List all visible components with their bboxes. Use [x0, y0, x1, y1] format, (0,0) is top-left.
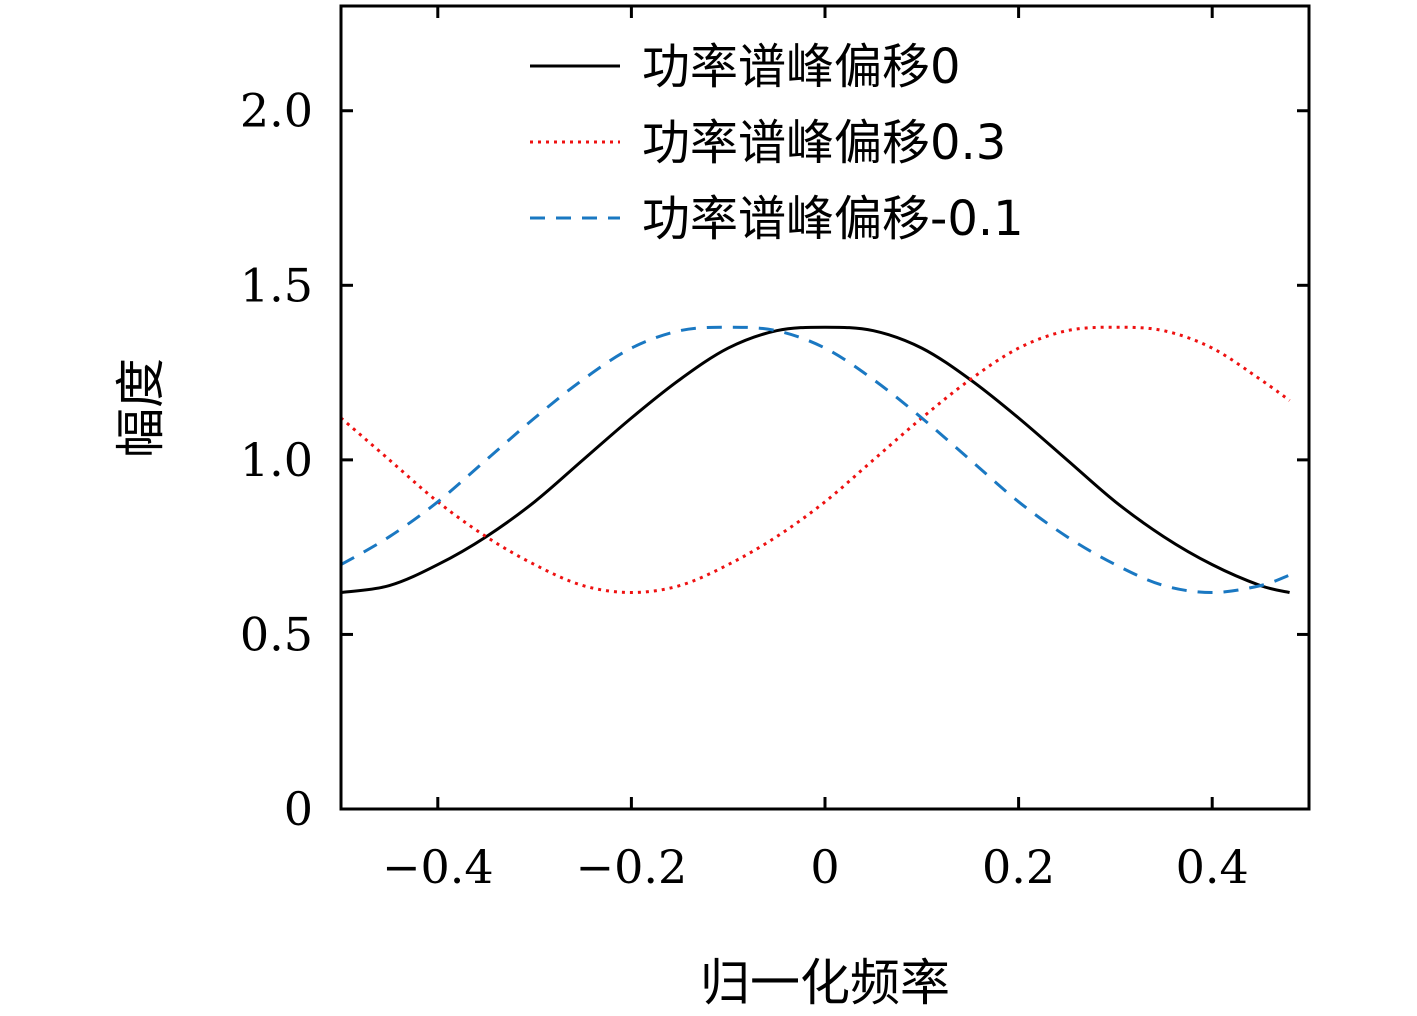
x-tick-label-0-4: −0.4: [382, 840, 494, 894]
curves-layer: [340, 325, 1291, 595]
legend: 功率谱峰偏移0 功率谱峰偏移0.3 功率谱峰偏移-0.1: [530, 39, 1024, 247]
y-tick-label-0: 0: [284, 782, 313, 836]
x-tick-label-0-4: 0.4: [1176, 840, 1249, 894]
legend-label-2: 功率谱峰偏移-0.1: [642, 191, 1024, 247]
x-axis-title: 归一化频率: [700, 954, 950, 1012]
x-tick-label-0-2: −0.2: [576, 840, 688, 894]
series-line-0: [340, 325, 1290, 594]
x-tick-label-0-2: 0.2: [982, 840, 1055, 894]
y-tick-label-1-0: 1.0: [240, 433, 313, 487]
series-line-2: [340, 325, 1291, 595]
y-tick-label-2-0: 2.0: [240, 84, 313, 138]
y-tick-label-1-5: 1.5: [240, 258, 313, 312]
legend-label-0: 功率谱峰偏移0: [642, 39, 961, 95]
x-tick-label-0: 0: [810, 840, 839, 894]
ticks-layer: −0.4 −0.2 0 0.2 0.4 0 0.5 1.0 1.5 2.0: [240, 6, 1309, 894]
legend-label-1: 功率谱峰偏移0.3: [642, 115, 1006, 171]
series-line-1: [340, 325, 1291, 595]
y-axis-title: 幅度: [112, 358, 170, 458]
y-tick-label-0-5: 0.5: [240, 607, 313, 661]
